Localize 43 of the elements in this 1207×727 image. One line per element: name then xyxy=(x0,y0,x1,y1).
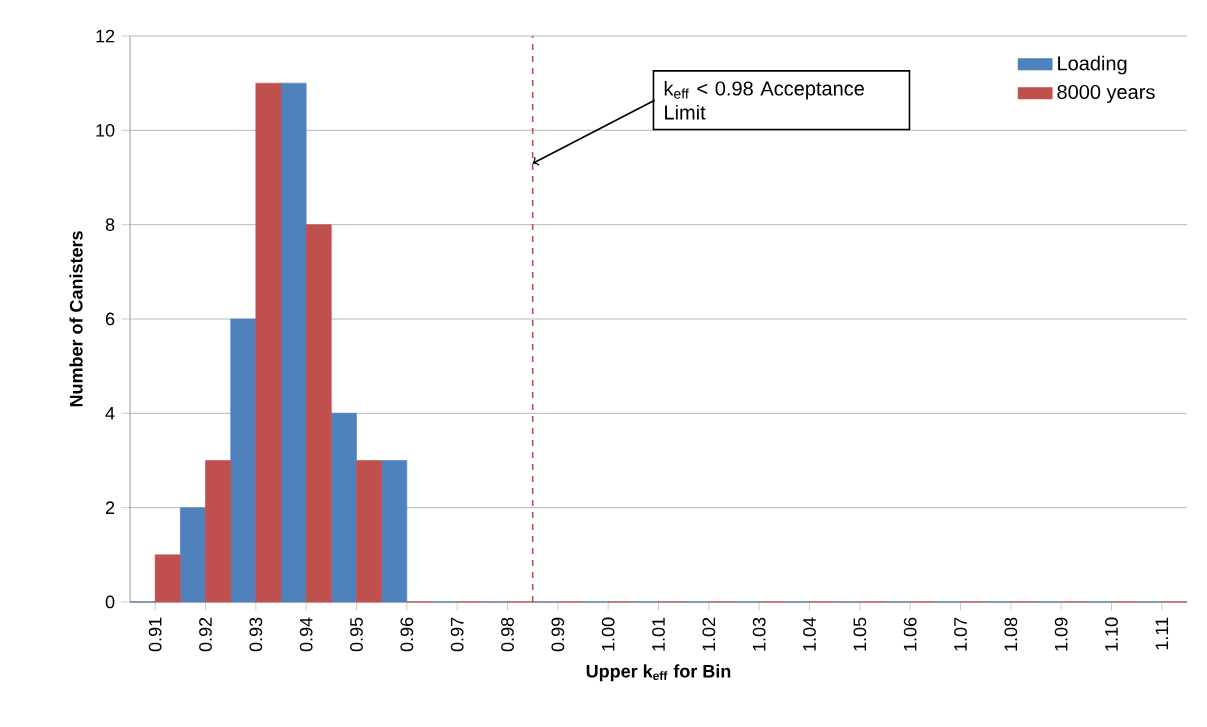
x-tick-label: 1.02 xyxy=(702,617,716,651)
bar xyxy=(305,224,332,603)
bar xyxy=(331,413,357,603)
legend-label: 8000 years xyxy=(1057,84,1155,104)
x-tick-label: 1.01 xyxy=(652,617,665,651)
y-tick-label: 8 xyxy=(105,218,115,232)
bar xyxy=(381,460,408,603)
x-tick-label: 0.92 xyxy=(199,617,212,652)
bar xyxy=(205,460,231,603)
bar xyxy=(230,318,257,603)
bar xyxy=(154,554,181,603)
y-tick-label: 10 xyxy=(96,123,115,137)
bar xyxy=(255,82,282,603)
x-tick-label: 0.99 xyxy=(551,617,565,652)
x-tick-label: 1.09 xyxy=(1054,617,1068,651)
x-tick-label: 1.11 xyxy=(1155,617,1169,650)
x-tick-label: 1.10 xyxy=(1105,617,1118,651)
x-tick-label: 1.00 xyxy=(601,617,615,651)
x-tick-label: 1.08 xyxy=(1004,617,1018,651)
x-tick-label: 0.96 xyxy=(400,617,414,652)
bar xyxy=(180,507,206,603)
annotation: k$_{eff}$ < 0.98 Acceptance Limit xyxy=(664,80,864,120)
y-tick-label: 12 xyxy=(96,29,115,43)
x-tick-label: 0.95 xyxy=(350,617,363,652)
x-axis-title: Upper k$_{eff}$ for Bin xyxy=(586,664,731,682)
legend-label: Loading xyxy=(1058,55,1127,75)
y-tick-label: 0 xyxy=(105,595,115,609)
x-tick-label: 1.06 xyxy=(903,617,917,651)
bar xyxy=(280,82,307,603)
y-tick-label: 4 xyxy=(105,407,115,420)
x-tick-label: 1.03 xyxy=(752,617,766,651)
x-tick-label: 0.94 xyxy=(299,617,313,652)
bar xyxy=(356,460,382,603)
x-tick-label: 0.97 xyxy=(450,617,464,652)
x-tick-label: 0.91 xyxy=(148,617,162,652)
x-tick-label: 1.07 xyxy=(954,617,967,651)
x-tick-label: 1.05 xyxy=(853,617,867,651)
x-tick-label: 0.98 xyxy=(501,617,514,652)
y-axis-title: Number of Canisters xyxy=(69,231,83,407)
x-tick-label: 0.93 xyxy=(249,617,263,652)
x-tick-label: 1.04 xyxy=(803,617,816,651)
y-tick-label: 2 xyxy=(105,501,115,514)
y-tick-label: 6 xyxy=(105,312,115,326)
